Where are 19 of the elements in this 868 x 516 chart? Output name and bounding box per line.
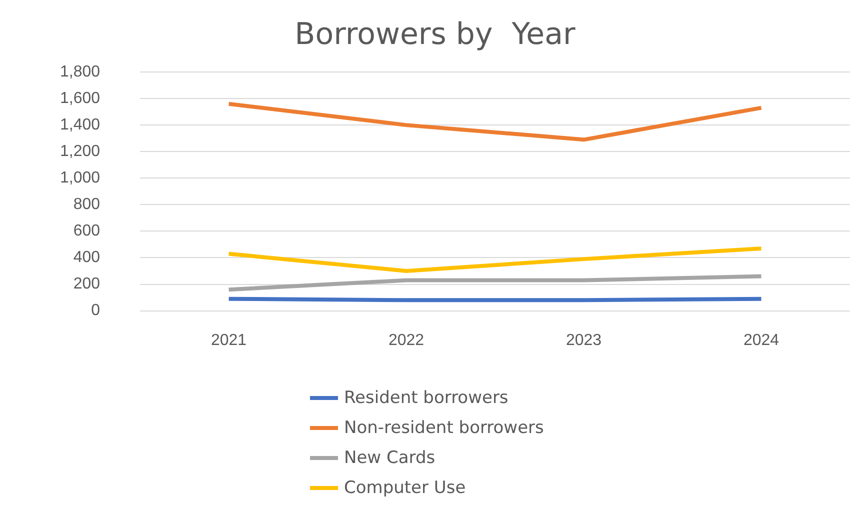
x-tick-label: 2024 [743,332,780,349]
y-tick-label: 800 [73,196,100,214]
legend-label: Computer Use [344,478,466,498]
y-tick-label: 1,600 [60,90,100,107]
y-tick-label: 400 [73,249,100,266]
y-tick-label: 0 [91,302,100,320]
y-tick-label: 1,000 [60,170,100,187]
legend-label: Non-resident borrowers [344,418,544,438]
x-tick-label: 2021 [210,332,247,349]
y-tick-label: 1,200 [60,143,100,160]
y-tick-label: 1,400 [60,116,100,134]
y-tick-label: 600 [73,222,100,240]
chart-title: Borrowers by Year [294,16,576,52]
x-tick-label: 2022 [388,332,424,349]
y-tick-label: 1,800 [60,63,100,80]
x-tick-label: 2023 [566,332,602,349]
legend-label: New Cards [344,448,436,468]
y-tick-label: 200 [73,276,100,293]
legend-label: Resident borrowers [344,388,508,408]
